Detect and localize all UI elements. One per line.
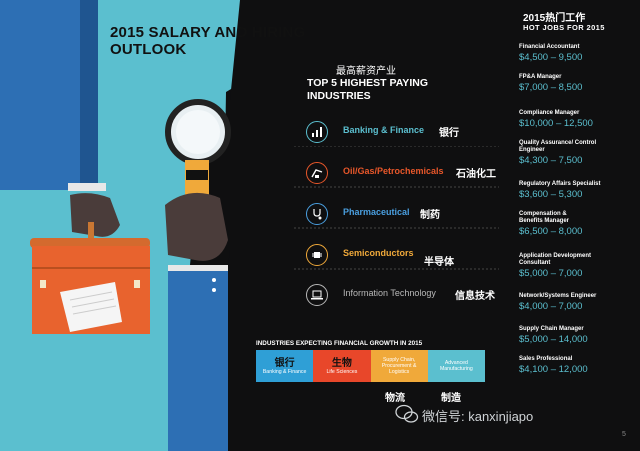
job-title: Compliance Manager — [519, 110, 580, 116]
job-salary: $4,300 – 7,500 — [519, 155, 583, 166]
job-salary: $3,600 – 5,300 — [519, 189, 583, 200]
job-salary: $4,000 – 7,000 — [519, 301, 583, 312]
industries-heading-cn: 最高薪资产业 — [336, 66, 396, 77]
industry-row-pharmaceutical: Pharmaceutical 制药 — [306, 203, 496, 227]
growth-cell-label: Advanced Manufacturing — [439, 360, 473, 372]
industry-name-cn: 银行 — [439, 128, 459, 139]
industry-name: Pharmaceutical — [343, 207, 410, 217]
job-title: Application Development Consultant — [519, 253, 592, 266]
job-salary: $4,500 – 9,500 — [519, 52, 583, 63]
industry-row-banking: Banking & Finance 银行 — [306, 121, 496, 145]
page-number: 5 — [622, 431, 626, 438]
oil-pump-icon — [306, 162, 328, 184]
industry-name: Oil/Gas/Petrochemicals — [343, 166, 444, 176]
job-salary: $6,500 – 8,000 — [519, 226, 583, 237]
briefcase-arm-illustration — [0, 0, 150, 334]
job-item: Supply Chain Manager $5,000 – 14,000 — [519, 326, 637, 345]
stethoscope-icon — [306, 203, 328, 225]
job-title: Network/Systems Engineer — [519, 293, 597, 299]
job-item: Network/Systems Engineer $4,000 – 7,000 — [519, 293, 637, 312]
industry-name: Information Technology — [343, 288, 436, 298]
wechat-logo-icon — [395, 404, 419, 423]
job-salary: $5,000 – 7,000 — [519, 268, 583, 279]
growth-title: INDUSTRIES EXPECTING FINANCIAL GROWTH IN… — [256, 340, 423, 347]
job-item: Application Development Consultant $5,000… — [519, 253, 637, 279]
job-item: FP&A Manager $7,000 – 8,500 — [519, 74, 637, 93]
job-salary: $7,000 – 8,500 — [519, 82, 583, 93]
job-title: Financial Accountant — [519, 44, 580, 50]
growth-cell: 生物 Life Sciences — [313, 350, 371, 382]
job-title: FP&A Manager — [519, 74, 562, 80]
growth-cell-cn: 银行 — [274, 357, 295, 369]
industry-name-cn: 半导体 — [424, 257, 454, 268]
growth-cell: Advanced Manufacturing — [427, 350, 485, 382]
industry-name: Banking & Finance — [343, 125, 425, 135]
growth-cell-label: Banking & Finance — [262, 368, 307, 375]
job-title: Compensation & Benefits Manager — [519, 211, 570, 224]
industry-name-cn: 信息技术 — [455, 291, 495, 302]
industry-row-it: Information Technology 信息技术 — [306, 284, 496, 308]
chip-icon — [306, 244, 328, 266]
growth-cell-label: Life Sciences — [326, 368, 358, 375]
page-title: 2015 SALARY AND HIRING OUTLOOK — [110, 24, 306, 58]
job-title: Supply Chain Manager — [519, 326, 584, 332]
industry-row-semiconductors: Semiconductors 半导体 — [306, 244, 496, 268]
job-item: Compliance Manager $10,000 – 12,500 — [519, 110, 637, 129]
hot-jobs-heading: HOT JOBS FOR 2015 — [523, 23, 605, 32]
growth-below-label: 制造 — [441, 393, 461, 404]
job-item: Sales Professional $4,100 – 12,000 — [519, 356, 637, 375]
watermark-text: 微信号: kanxinjiapo — [422, 409, 534, 424]
job-salary: $4,100 – 12,000 — [519, 364, 588, 375]
industry-name: Semiconductors — [343, 248, 414, 258]
growth-cell: Supply Chain, Procurement & Logistics — [370, 350, 428, 382]
growth-cell-cn: 生物 — [331, 357, 352, 369]
job-title: Quality Assurance/ Control Engineer — [519, 140, 597, 153]
growth-cell-label: Supply Chain, Procurement & Logistics — [381, 357, 417, 375]
magnifier-arm-illustration — [165, 99, 231, 451]
growth-below-label: 物流 — [385, 393, 405, 404]
hot-jobs-heading-cn: 2015热门工作 — [523, 13, 586, 24]
job-item: Quality Assurance/ Control Engineer $4,30… — [519, 140, 637, 166]
job-item: Financial Accountant $4,500 – 9,500 — [519, 44, 637, 63]
growth-cell: 银行 Banking & Finance — [256, 350, 314, 382]
hot-jobs-panel: 2015热门工作 HOT JOBS FOR 2015 Financial Acc… — [503, 0, 640, 451]
job-item: Compensation & Benefits Manager $6,500 – … — [519, 211, 637, 237]
job-title: Regulatory Affairs Specialist — [519, 181, 601, 187]
row-dividers — [294, 146, 499, 270]
job-item: Regulatory Affairs Specialist $3,600 – 5,… — [519, 181, 637, 200]
industry-name-cn: 制药 — [420, 210, 440, 221]
job-salary: $10,000 – 12,500 — [519, 118, 593, 129]
bar-chart-icon — [306, 121, 328, 143]
job-title: Sales Professional — [519, 356, 573, 362]
industry-name-cn: 石油化工 — [456, 169, 496, 180]
industries-heading: TOP 5 HIGHEST PAYING INDUSTRIES — [307, 77, 428, 102]
industry-row-oil-gas: Oil/Gas/Petrochemicals 石油化工 — [306, 162, 496, 186]
job-salary: $5,000 – 14,000 — [519, 334, 588, 345]
laptop-icon — [306, 284, 328, 306]
growth-bar: 银行 Banking & Finance 生物 Life Sciences Su… — [256, 350, 485, 382]
